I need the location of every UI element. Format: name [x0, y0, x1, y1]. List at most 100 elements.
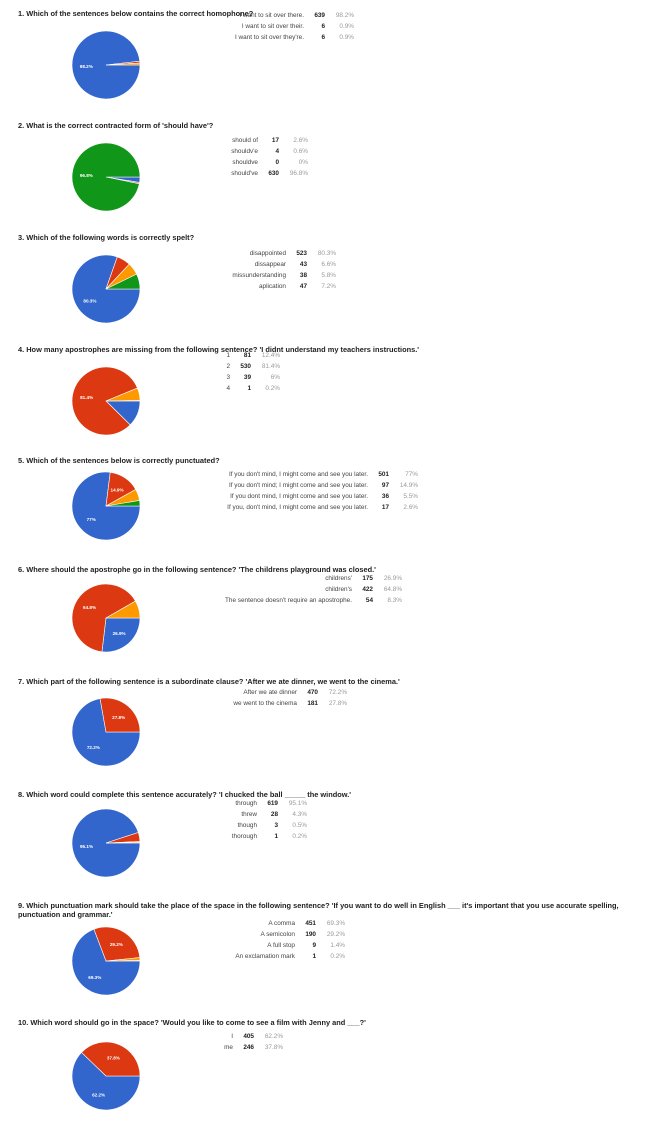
option-percent: 0.2%	[330, 953, 345, 960]
option-label: children's	[325, 586, 352, 593]
option-label: The sentence doesn't require an apostrop…	[225, 597, 352, 604]
legend-row: should've 630 96.8%	[0, 170, 650, 181]
legend-row: thorough 1 0.2%	[0, 833, 650, 844]
pie-chart: 62.2% 37.8%	[71, 1041, 141, 1111]
option-count: 54	[365, 597, 373, 604]
legend-row: missunderstanding 38 5.8%	[0, 272, 650, 283]
option-percent: 29.2%	[326, 931, 345, 938]
option-label: I want to sit over they're.	[234, 34, 304, 41]
pie-slice	[105, 62, 141, 66]
legend-row: 1 81 12.4%	[0, 352, 650, 363]
legend-row: The sentence doesn't require an apostrop…	[0, 597, 650, 608]
option-percent: 69.3%	[326, 920, 345, 927]
slice-label: 81.4%	[80, 395, 93, 400]
slice-label: 14.9%	[111, 488, 124, 493]
option-percent: 0%	[298, 159, 308, 166]
option-percent: 0.2%	[265, 385, 280, 392]
option-percent: 72.2%	[328, 689, 347, 696]
option-label: 2	[226, 363, 230, 370]
option-count: 4	[275, 148, 279, 155]
pie-slice	[71, 142, 141, 212]
question-title: 2. What is the correct contracted form o…	[18, 121, 214, 130]
option-percent: 4.3%	[292, 811, 307, 818]
option-percent: 0.9%	[339, 23, 354, 30]
option-percent: 0.2%	[292, 833, 307, 840]
option-label: 3	[226, 374, 230, 381]
question-title: 4. How many apostrophes are missing from…	[18, 345, 420, 354]
legend-row: threw 28 4.3%	[0, 811, 650, 822]
option-count: 39	[243, 374, 251, 381]
option-percent: 0.9%	[339, 34, 354, 41]
pie-slice	[101, 617, 141, 653]
option-label: 1	[226, 352, 230, 359]
slice-label: 26.9%	[113, 631, 126, 636]
option-percent: 8.3%	[387, 597, 402, 604]
option-count: 246	[243, 1044, 254, 1051]
option-label: If you don't mind, I might come and see …	[228, 471, 368, 478]
legend-row: If you don't mind; I might come and see …	[0, 482, 650, 493]
question-title: 7. Which part of the following sentence …	[18, 677, 400, 686]
legend-row: An exclamation mark 1 0.2%	[0, 953, 650, 964]
option-percent: 7.2%	[321, 283, 336, 290]
option-label: threw	[241, 811, 257, 818]
legend-row: though 3 0.5%	[0, 822, 650, 833]
option-label: through	[235, 800, 257, 807]
legend-row: childrens' 175 26.9%	[0, 575, 650, 586]
option-count: 17	[381, 504, 389, 511]
question-title: 5. Which of the sentences below is corre…	[18, 456, 220, 465]
legend-row: aplication 47 7.2%	[0, 283, 650, 294]
pie-chart: 96.8%	[71, 142, 141, 212]
legend-row: me 246 37.8%	[0, 1044, 650, 1055]
option-count: 175	[362, 575, 373, 582]
pie-chart: 95.1%	[71, 808, 141, 878]
option-count: 81	[243, 352, 251, 359]
option-label: me	[224, 1044, 233, 1051]
pie-chart: 69.3% 29.2%	[71, 926, 141, 996]
pie-slice	[71, 1051, 141, 1111]
option-label: missunderstanding	[232, 272, 286, 279]
option-count: 190	[305, 931, 316, 938]
option-percent: 2.6%	[293, 137, 308, 144]
question-title: 1. Which of the sentences below contains…	[18, 9, 254, 18]
option-percent: 1.4%	[330, 942, 345, 949]
pie-chart: 80.3%	[71, 254, 141, 324]
legend-row: I want to sit over their. 6 0.9%	[0, 23, 650, 34]
pie-slice	[105, 500, 141, 507]
slice-label: 29.2%	[110, 942, 123, 947]
option-percent: 26.9%	[383, 575, 402, 582]
option-label: should of	[232, 137, 258, 144]
pie-chart: 81.4%	[71, 366, 141, 436]
legend-row: If you don't mind, I might come and see …	[0, 471, 650, 482]
option-count: 530	[240, 363, 251, 370]
legend-row: disappointed 523 80.3%	[0, 250, 650, 261]
option-label: thorough	[231, 833, 257, 840]
pie-slice	[99, 697, 141, 733]
legend-row: A semicolon 190 29.2%	[0, 931, 650, 942]
option-label: though	[237, 822, 257, 829]
legend-row: A comma 451 69.3%	[0, 920, 650, 931]
option-percent: 77%	[405, 471, 418, 478]
option-count: 17	[271, 137, 279, 144]
legend-row: shouldve 0 0%	[0, 159, 650, 170]
option-count: 3	[274, 822, 278, 829]
option-percent: 0.6%	[293, 148, 308, 155]
option-label: I want to sit over there.	[239, 12, 304, 19]
option-percent: 2.6%	[403, 504, 418, 511]
legend-row: we went to the cinema 181 27.8%	[0, 700, 650, 711]
option-percent: 0.5%	[292, 822, 307, 829]
pie-chart: 72.2% 27.8%	[71, 697, 141, 767]
option-count: 6	[321, 34, 325, 41]
slice-label: 98.2%	[80, 64, 93, 69]
option-count: 38	[299, 272, 307, 279]
slice-label: 80.3%	[83, 298, 96, 303]
question-title: 3. Which of the following words is corre…	[18, 233, 195, 242]
option-count: 181	[307, 700, 318, 707]
option-percent: 98.2%	[335, 12, 354, 19]
option-count: 639	[314, 12, 325, 19]
option-label: dissappear	[254, 261, 286, 268]
option-count: 1	[312, 953, 316, 960]
slice-label: 96.8%	[80, 173, 93, 178]
option-percent: 14.9%	[399, 482, 418, 489]
option-percent: 64.8%	[383, 586, 402, 593]
legend-row: I want to sit over there. 639 98.2%	[0, 12, 650, 23]
